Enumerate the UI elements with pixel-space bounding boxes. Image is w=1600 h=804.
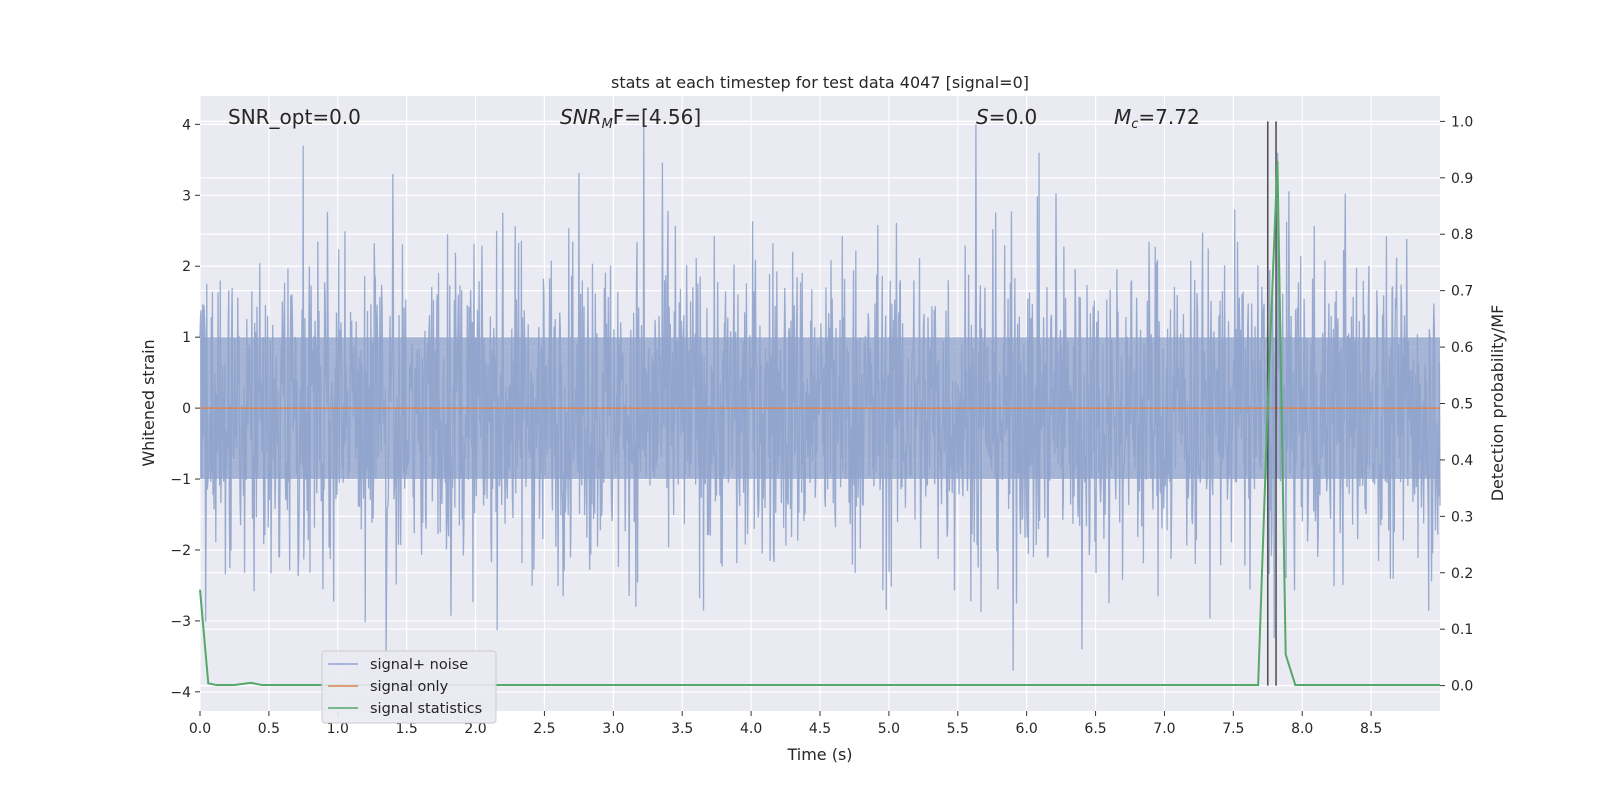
- x-tick-label: 6.5: [1084, 721, 1106, 737]
- y-axis-label-right: Detection probability/MF: [1488, 305, 1507, 502]
- chart-title: stats at each timestep for test data 404…: [611, 73, 1029, 92]
- x-tick-label: 7.5: [1222, 721, 1244, 737]
- annotation-snr-mf-rest: F=[4.56]: [613, 105, 701, 129]
- y-right-tick-label: 0.0: [1451, 679, 1473, 695]
- annotation-snr-opt: SNR_opt=0.0: [228, 105, 361, 129]
- y-right-tick-label: 0.2: [1451, 566, 1473, 582]
- signal-statistics-series: [199, 160, 1440, 687]
- y-tick-label: 4: [182, 117, 191, 133]
- y-axis-ticks-left: −4 −3 −2 −1 0 1 2 3 4: [170, 117, 200, 701]
- annotation-s: S=0.0: [976, 105, 1037, 129]
- annotation-s-rest: =0.0: [989, 105, 1038, 129]
- y-right-tick-label: 0.3: [1451, 509, 1473, 525]
- annotation-mc: Mc=7.72: [1114, 105, 1200, 132]
- y-right-tick-label: 0.6: [1451, 340, 1473, 356]
- y-tick-label: 1: [182, 330, 191, 346]
- x-tick-label: 3.5: [671, 721, 693, 737]
- y-axis-ticks-right: 0.0 0.1 0.2 0.3 0.4 0.5 0.6 0.7 0.8 0.9 1.0: [1440, 114, 1473, 695]
- legend-label-signal-statistics: signal statistics: [370, 701, 482, 717]
- x-tick-label: 4.0: [740, 721, 762, 737]
- y-tick-label: 3: [182, 188, 191, 204]
- x-tick-label: 7.0: [1153, 721, 1175, 737]
- annotation-s-main: S: [976, 105, 989, 129]
- x-axis-ticks: 0.0 0.5 1.0 1.5 2.0 2.5 3.0 3.5 4.0 4.5 5.0 5.5 6.0 6…: [189, 711, 1382, 737]
- annotation-snr-mf-sub: M: [602, 117, 613, 132]
- x-tick-label: 4.5: [809, 721, 831, 737]
- y-tick-label: 0: [182, 401, 191, 417]
- x-tick-label: 6.0: [1016, 721, 1038, 737]
- y-right-tick-label: 0.5: [1451, 397, 1473, 413]
- y-tick-label: −1: [170, 472, 191, 488]
- annotation-snr-mf: SNRMF=[4.56]: [560, 105, 701, 132]
- legend-label-signal-noise: signal+ noise: [370, 657, 468, 673]
- annotation-mc-sub: c: [1131, 117, 1138, 132]
- x-tick-label: 8.5: [1360, 721, 1382, 737]
- x-tick-label: 8.0: [1291, 721, 1313, 737]
- legend: signal+ noise signal only signal statist…: [321, 650, 497, 724]
- y-axis-label-left: Whitened strain: [139, 339, 158, 466]
- signal-noise-line: [199, 124, 1441, 671]
- y-right-tick-label: 0.7: [1451, 284, 1473, 300]
- y-tick-label: −4: [170, 685, 191, 701]
- y-tick-label: 2: [182, 259, 191, 275]
- x-tick-label: 2.0: [464, 721, 486, 737]
- y-right-tick-label: 0.9: [1451, 171, 1473, 187]
- x-tick-label: 3.0: [602, 721, 624, 737]
- x-tick-label: 0.0: [189, 721, 211, 737]
- legend-label-signal-only: signal only: [370, 679, 449, 695]
- annotation-mc-rest: =7.72: [1138, 105, 1199, 129]
- x-tick-label: 2.5: [533, 721, 555, 737]
- x-tick-label: 5.0: [878, 721, 900, 737]
- x-tick-label: 1.5: [396, 721, 418, 737]
- x-tick-label: 1.0: [327, 721, 349, 737]
- x-tick-label: 5.5: [947, 721, 969, 737]
- y-tick-label: −2: [170, 543, 191, 559]
- y-right-tick-label: 1.0: [1451, 114, 1473, 130]
- x-tick-label: 0.5: [258, 721, 280, 737]
- y-right-tick-label: 0.1: [1451, 622, 1473, 638]
- legend-box: [321, 650, 497, 724]
- annotation-mc-main: M: [1114, 105, 1131, 129]
- x-axis-label: Time (s): [786, 745, 852, 764]
- y-tick-label: −3: [170, 614, 191, 630]
- annotation-snr-mf-main: SNR: [560, 105, 602, 129]
- y-right-tick-label: 0.4: [1451, 453, 1473, 469]
- y-right-tick-label: 0.8: [1451, 227, 1473, 243]
- signal-statistics-line: [199, 160, 1440, 687]
